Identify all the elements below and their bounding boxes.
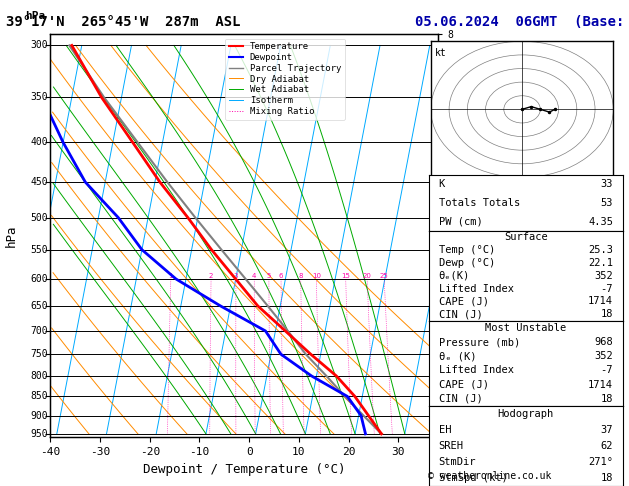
Text: CAPE (J): CAPE (J) bbox=[438, 380, 489, 390]
Text: 450: 450 bbox=[30, 177, 48, 187]
Text: 750: 750 bbox=[30, 349, 48, 359]
Text: 25: 25 bbox=[380, 273, 389, 279]
Text: 968: 968 bbox=[594, 337, 613, 347]
Text: 5: 5 bbox=[267, 273, 271, 279]
Text: 4.35: 4.35 bbox=[588, 217, 613, 226]
Text: 352: 352 bbox=[594, 351, 613, 361]
Text: CAPE (J): CAPE (J) bbox=[438, 296, 489, 307]
Text: 62: 62 bbox=[601, 441, 613, 451]
Text: EH: EH bbox=[438, 425, 451, 435]
Text: © weatheronline.co.uk: © weatheronline.co.uk bbox=[428, 471, 551, 481]
Y-axis label: km
ASL: km ASL bbox=[451, 236, 469, 257]
Text: 37: 37 bbox=[601, 425, 613, 435]
Text: 1714: 1714 bbox=[588, 380, 613, 390]
Text: Hodograph: Hodograph bbox=[498, 409, 554, 419]
X-axis label: Dewpoint / Temperature (°C): Dewpoint / Temperature (°C) bbox=[143, 463, 345, 476]
Text: Pressure (mb): Pressure (mb) bbox=[438, 337, 520, 347]
Text: 10: 10 bbox=[312, 273, 321, 279]
Text: 18: 18 bbox=[601, 394, 613, 404]
Text: 25.3: 25.3 bbox=[588, 245, 613, 255]
Text: Lifted Index: Lifted Index bbox=[438, 365, 514, 375]
Text: 350: 350 bbox=[30, 92, 48, 103]
Text: 550: 550 bbox=[30, 244, 48, 255]
Text: SREH: SREH bbox=[438, 441, 464, 451]
Text: 6: 6 bbox=[279, 273, 283, 279]
Text: -7: -7 bbox=[601, 284, 613, 294]
Text: LCL: LCL bbox=[440, 428, 458, 438]
Text: StmDir: StmDir bbox=[438, 457, 476, 467]
Text: 300: 300 bbox=[30, 40, 48, 51]
Text: PW (cm): PW (cm) bbox=[438, 217, 482, 226]
Text: 650: 650 bbox=[30, 301, 48, 311]
Text: 850: 850 bbox=[30, 391, 48, 401]
Text: 33: 33 bbox=[601, 179, 613, 189]
Text: 352: 352 bbox=[594, 271, 613, 281]
Text: 20: 20 bbox=[363, 273, 372, 279]
Text: 3: 3 bbox=[234, 273, 238, 279]
Text: Temp (°C): Temp (°C) bbox=[438, 245, 495, 255]
Text: 900: 900 bbox=[30, 411, 48, 421]
Text: θₑ(K): θₑ(K) bbox=[438, 271, 470, 281]
Text: 18: 18 bbox=[601, 473, 613, 483]
Text: kt: kt bbox=[435, 48, 446, 58]
Text: -7: -7 bbox=[601, 365, 613, 375]
Text: 05.06.2024  06GMT  (Base: 12): 05.06.2024 06GMT (Base: 12) bbox=[415, 15, 629, 29]
Text: 1: 1 bbox=[169, 273, 173, 279]
Text: 22.1: 22.1 bbox=[588, 258, 613, 268]
Text: Dewp (°C): Dewp (°C) bbox=[438, 258, 495, 268]
Text: hPa: hPa bbox=[25, 11, 45, 21]
Text: CIN (J): CIN (J) bbox=[438, 309, 482, 319]
Text: 400: 400 bbox=[30, 138, 48, 147]
Text: StmSpd (kt): StmSpd (kt) bbox=[438, 473, 508, 483]
Text: 700: 700 bbox=[30, 326, 48, 336]
Text: 4: 4 bbox=[252, 273, 257, 279]
Text: 950: 950 bbox=[30, 429, 48, 439]
Text: 271°: 271° bbox=[588, 457, 613, 467]
Text: 53: 53 bbox=[601, 198, 613, 208]
Text: K: K bbox=[438, 179, 445, 189]
Text: CIN (J): CIN (J) bbox=[438, 394, 482, 404]
Text: 8: 8 bbox=[298, 273, 303, 279]
Text: 18: 18 bbox=[601, 309, 613, 319]
Text: Totals Totals: Totals Totals bbox=[438, 198, 520, 208]
Text: 500: 500 bbox=[30, 212, 48, 223]
Text: 800: 800 bbox=[30, 371, 48, 381]
Text: θₑ (K): θₑ (K) bbox=[438, 351, 476, 361]
Legend: Temperature, Dewpoint, Parcel Trajectory, Dry Adiabat, Wet Adiabat, Isotherm, Mi: Temperature, Dewpoint, Parcel Trajectory… bbox=[225, 38, 345, 120]
Text: Surface: Surface bbox=[504, 232, 548, 243]
Text: 2: 2 bbox=[209, 273, 213, 279]
Text: hPa: hPa bbox=[5, 225, 18, 247]
Text: Lifted Index: Lifted Index bbox=[438, 284, 514, 294]
Text: 600: 600 bbox=[30, 274, 48, 284]
Text: Most Unstable: Most Unstable bbox=[485, 323, 567, 333]
Text: 39°17'N  265°45'W  287m  ASL: 39°17'N 265°45'W 287m ASL bbox=[6, 15, 241, 29]
Text: 15: 15 bbox=[342, 273, 350, 279]
Text: 1714: 1714 bbox=[588, 296, 613, 307]
